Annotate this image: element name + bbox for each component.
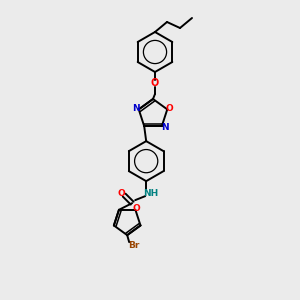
Text: O: O: [151, 78, 159, 88]
Text: O: O: [133, 204, 140, 213]
Text: N: N: [132, 104, 140, 113]
Text: Br: Br: [128, 241, 140, 250]
Text: NH: NH: [144, 189, 159, 198]
Text: O: O: [117, 189, 125, 198]
Text: O: O: [165, 104, 173, 113]
Text: N: N: [161, 123, 169, 132]
